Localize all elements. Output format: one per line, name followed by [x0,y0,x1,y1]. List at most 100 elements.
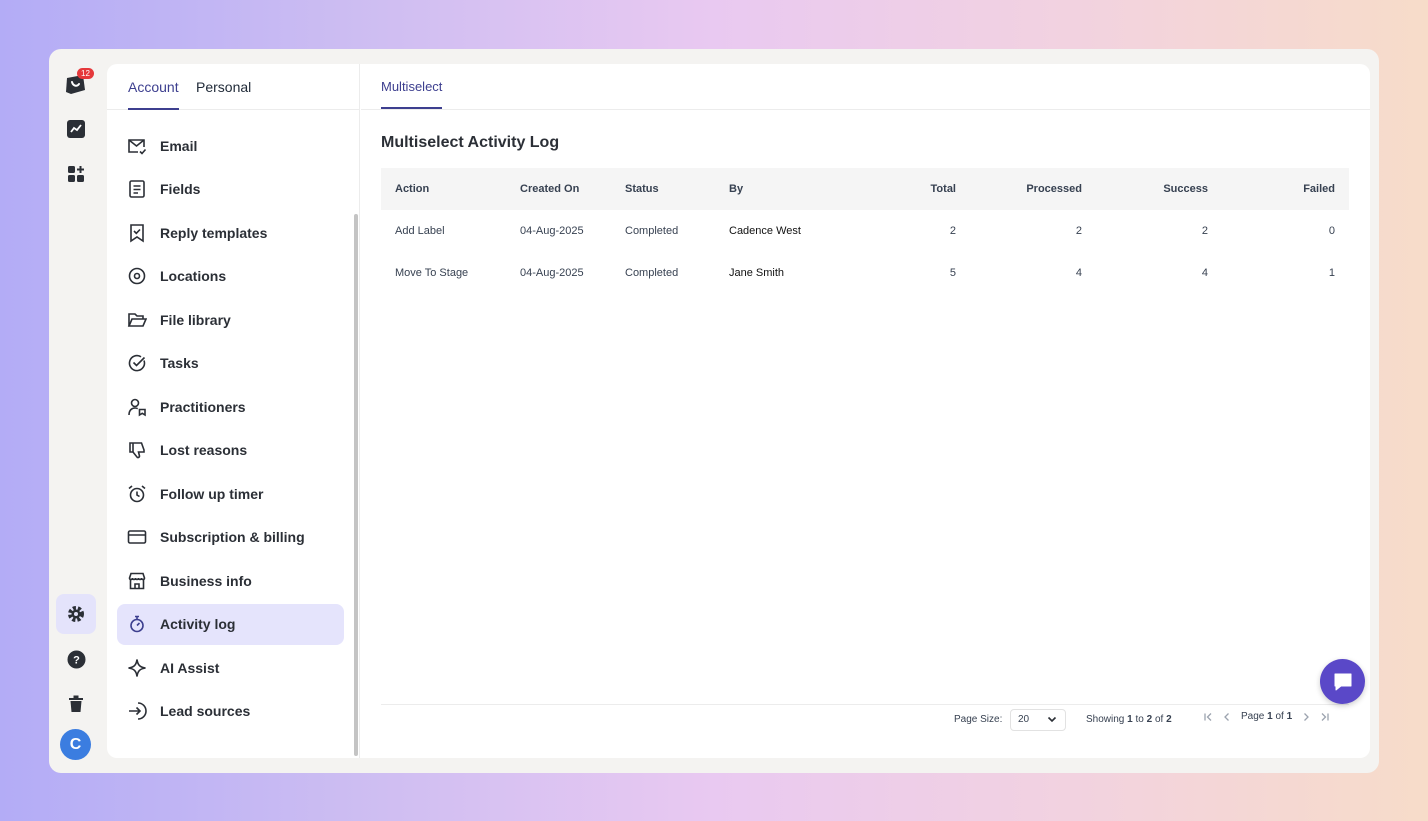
sidebar-item-email[interactable]: Email [117,125,344,166]
column-header-status[interactable]: Status [625,183,659,195]
help-button[interactable]: ? [56,639,96,679]
sidebar-item-activity-log[interactable]: Activity log [117,603,344,645]
sidebar-item-label: Tasks [160,355,199,371]
settings-menu: Email Fields Reply templates Locations F… [117,125,344,734]
column-header-action[interactable]: Action [395,183,430,195]
tab-account[interactable]: Account [128,79,179,110]
sidebar-item-label: Locations [160,268,227,284]
cell-status: Completed [625,267,679,279]
notification-badge: 12 [77,68,94,79]
showing-summary: Showing 1 to 2 of 2 [1086,714,1172,725]
first-page-icon[interactable] [1203,712,1213,722]
gear-icon [68,606,84,622]
prev-page-icon[interactable] [1222,712,1232,722]
app-window: 12 ? [49,49,1379,773]
last-page-icon[interactable] [1320,712,1330,722]
trash-icon [69,695,83,712]
user-badge-icon [127,397,147,417]
store-icon [127,571,147,591]
cell-success: 2 [1201,225,1208,237]
sidebar-item-label: Business info [160,572,252,589]
tab-multiselect[interactable]: Multiselect [381,79,443,109]
activity-log-table: Action Created On Status By Total Proces… [381,168,1349,294]
trash-button[interactable] [56,684,96,724]
sidebar-item-business-info[interactable]: Business info [117,560,344,601]
sidebar-tabs: Account Personal [107,64,359,110]
sidebar-item-label: File library [160,311,231,328]
chat-fab-button[interactable] [1320,659,1365,704]
main-tabs: Multiselect [361,64,1370,110]
cell-failed: 1 [1328,267,1335,279]
sidebar-item-follow-up-timer[interactable]: Follow up timer [117,473,344,514]
cell-by: Jane Smith [729,267,785,279]
sidebar-item-locations[interactable]: Locations [117,256,344,297]
folder-open-icon [127,310,147,330]
settings-sidebar: Account Personal Email Fields Reply temp… [107,64,360,758]
chat-logo-button[interactable] [56,65,96,105]
sidebar-item-practitioners[interactable]: Practitioners [117,386,344,427]
sidebar-item-label: Subscription & billing [160,529,305,545]
column-header-failed[interactable]: Failed [1303,183,1335,195]
chat-logo-icon [66,75,85,94]
check-circle-icon [127,353,147,373]
help-icon: ? [67,650,85,668]
table-header-row: Action Created On Status By Total Proces… [381,168,1349,210]
sidebar-item-tasks[interactable]: Tasks [117,343,344,384]
column-header-total[interactable]: Total [930,183,956,195]
sidebar-item-subscription-billing[interactable]: Subscription & billing [117,517,344,558]
column-header-processed[interactable]: Processed [1026,183,1082,195]
page-size-value: 20 [1018,714,1030,725]
sidebar-item-file-library[interactable]: File library [117,299,344,340]
cell-status: Completed [625,225,679,237]
cell-created-on: 04-Aug-2025 [520,267,584,279]
grid-plus-icon [68,166,84,182]
sidebar-item-lead-sources[interactable]: Lead sources [117,691,344,732]
sidebar-item-label: Lead sources [160,703,251,719]
cell-processed: 2 [1075,225,1082,237]
bookmark-check-icon [127,223,147,243]
sidebar-item-label: Fields [160,181,201,197]
avatar[interactable]: C [60,729,91,760]
sidebar-item-label: AI Assist [160,659,220,676]
tab-personal[interactable]: Personal [196,79,252,95]
sidebar-item-label: Reply templates [160,224,268,241]
sparkle-icon [127,658,147,678]
analytics-button[interactable] [56,109,96,149]
credit-card-icon [127,527,147,547]
cell-action: Add Label [395,225,445,237]
page-size-select[interactable]: 20 [1010,709,1066,731]
column-header-created-on[interactable]: Created On [520,183,580,195]
table-row[interactable]: Move To Stage 04-Aug-2025 Completed Jane… [381,252,1349,294]
settings-button[interactable] [56,594,96,634]
sidebar-item-lost-reasons[interactable]: Lost reasons [117,430,344,471]
next-page-icon[interactable] [1301,712,1311,722]
settings-card: Account Personal Email Fields Reply temp… [107,64,1370,758]
form-icon [127,179,147,199]
page-indicator: Page 1 of 1 [1241,711,1293,722]
add-widget-button[interactable] [56,154,96,194]
main-panel: Multiselect Multiselect Activity Log Act… [361,64,1370,758]
sidebar-item-reply-templates[interactable]: Reply templates [117,212,344,253]
icon-rail: 12 ? [49,49,103,773]
cell-success: 4 [1201,267,1208,279]
sidebar-item-ai-assist[interactable]: AI Assist [117,647,344,688]
svg-text:?: ? [73,654,80,666]
pagination-controls: Page 1 of 1 [1203,711,1330,722]
chevron-down-icon [1047,716,1057,723]
chart-trend-icon [67,120,85,138]
sidebar-item-label: Email [160,137,198,154]
cell-created-on: 04-Aug-2025 [520,225,584,237]
stopwatch-icon [127,614,147,634]
page-title: Multiselect Activity Log [381,134,560,151]
column-header-success[interactable]: Success [1163,183,1208,195]
cell-total: 5 [949,267,956,279]
cell-processed: 4 [1075,267,1082,279]
sidebar-item-label: Practitioners [160,398,246,415]
table-row[interactable]: Add Label 04-Aug-2025 Completed Cadence … [381,210,1349,252]
sidebar-item-fields[interactable]: Fields [117,169,344,210]
cell-by: Cadence West [729,225,801,237]
sidebar-item-label: Lost reasons [160,442,248,458]
sidebar-scrollbar[interactable] [354,214,358,756]
column-header-by[interactable]: By [729,183,744,195]
pagination-footer: Page Size: 20 Showing 1 to 2 of 2 [381,704,1349,734]
